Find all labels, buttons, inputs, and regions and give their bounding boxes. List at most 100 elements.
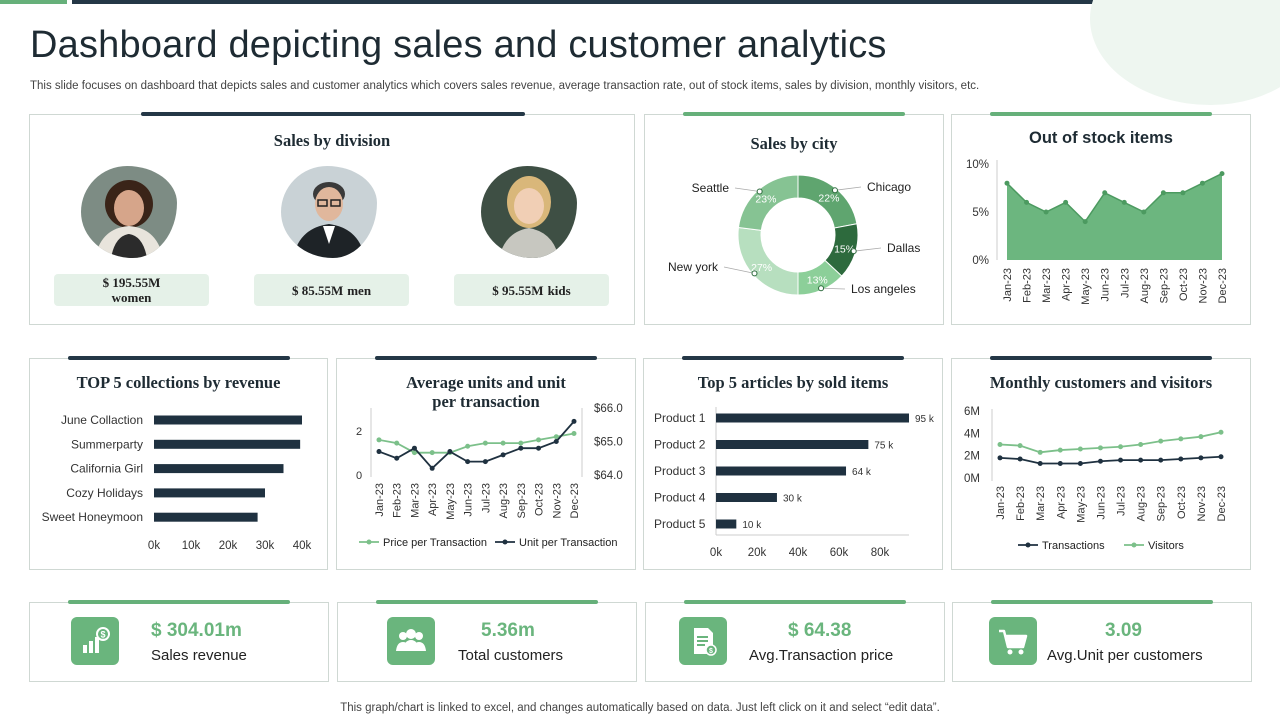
legend-label: Price per Transaction (383, 537, 487, 549)
donut-leader-line (821, 287, 846, 290)
x-tick-label: 0k (710, 547, 722, 559)
panel-accent (991, 600, 1213, 604)
series-point (482, 440, 488, 446)
bar-value-label: 75 k (874, 441, 894, 452)
bar-category-label: June Collaction (61, 413, 143, 427)
series-line-transactions (999, 455, 1222, 465)
panel-top-articles: Top 5 articles by sold items Product 1 95… (643, 356, 943, 570)
series-point (411, 450, 417, 456)
panel-title-top-articles: Top 5 articles by sold items (697, 373, 889, 392)
x-tick-label: 40k (293, 540, 312, 552)
bar-category-label: California Girl (70, 462, 143, 476)
series-point (1138, 457, 1144, 463)
x-tick-label: Aug-23 (1139, 268, 1151, 303)
series-point (553, 434, 559, 440)
x-tick-label: May-23 (1075, 486, 1087, 523)
series-point (553, 439, 559, 444)
panel-accent (375, 356, 597, 360)
x-tick-label: 60k (830, 547, 849, 559)
kpi-value: 3.09 (1105, 620, 1142, 641)
avg-units-line-chart: 0 2 $64.0 $65.0 $66.0 Jan-23 Feb-23 Mar-23 Apr-2… (356, 403, 623, 549)
page-subtitle: This slide focuses on dashboard that dep… (30, 80, 980, 92)
bar-mark (154, 512, 258, 522)
kpi-value: $ 304.01m (151, 620, 242, 641)
x-tick-label: Nov-23 (1197, 268, 1209, 303)
series-point (429, 465, 435, 471)
x-tick-label: Dec-23 (1216, 486, 1228, 521)
invoice-icon: $ (679, 617, 727, 665)
x-tick-label: Jul-23 (1119, 268, 1131, 298)
y-tick-right-label: $64.0 (594, 470, 623, 482)
series-point (1158, 457, 1164, 463)
bar-mark (716, 519, 737, 529)
top-collections-bar-chart: June Collaction Summerparty California Gir… (42, 413, 312, 552)
donut-city-label: Dallas (887, 241, 920, 255)
monthly-visitors-line-chart: 0M 2M 4M 6M Jan-23 Feb-23 Mar-23 Apr-23 May-23 Ju… (964, 406, 1228, 552)
area-point (1121, 199, 1127, 205)
x-tick-label: Dec-23 (1217, 268, 1229, 303)
donut-leader-dot (850, 248, 857, 255)
panel-title-top-collections: TOP 5 collections by revenue (76, 373, 281, 392)
area-point (1180, 190, 1186, 196)
bar-mark (716, 493, 777, 502)
area-fill (1007, 173, 1222, 260)
legend-label: Transactions (1042, 540, 1105, 552)
panel-sales-by-city: Sales by city 22% Chicago 15% Dallas 13% Los … (644, 112, 944, 325)
x-tick-label: Jul-23 (480, 483, 492, 513)
y-tick-label: 0% (972, 255, 989, 267)
panel-title-avg-units: Average units and unit per transaction (337, 373, 635, 411)
x-tick-label: Sep-23 (1156, 486, 1168, 521)
panel-avg-units: Average units and unit per transaction 0… (336, 356, 636, 570)
legend-swatch-dot (366, 539, 372, 545)
x-tick-label: Feb-23 (392, 483, 404, 518)
series-point (518, 445, 524, 451)
series-point (997, 442, 1003, 447)
donut-slice-seattle (737, 174, 799, 231)
women-photo (81, 166, 177, 258)
svg-text:$: $ (709, 648, 713, 655)
series-point (1178, 436, 1184, 442)
area-point (1219, 171, 1225, 177)
kpi-label: Total customers (458, 647, 564, 664)
x-tick-label: Oct-23 (534, 483, 546, 516)
area-point (1004, 180, 1010, 186)
kpi-value: 5.36m (481, 620, 535, 641)
shopping-cart-icon (989, 617, 1037, 665)
x-tick-label: 10k (182, 540, 201, 552)
x-tick-label: Apr-23 (1055, 486, 1067, 519)
series-point (1077, 446, 1083, 452)
x-tick-label: 40k (789, 547, 808, 559)
series-point (482, 459, 488, 465)
bar-category-label: Cozy Holidays (66, 486, 143, 500)
x-tick-label: Nov-23 (551, 483, 563, 518)
area-point (1199, 180, 1205, 186)
panel-out-of-stock: Out of stock items 0% 5% 10% Jan-23 Feb-23 Ma… (951, 112, 1251, 325)
bar-category-label: Summerparty (71, 437, 143, 451)
series-line-visitors (999, 431, 1222, 454)
x-tick-label: Mar-23 (1035, 486, 1047, 521)
svg-text:$: $ (100, 630, 105, 640)
panel-accent (683, 112, 905, 116)
panel-accent (68, 600, 290, 604)
series-point (1218, 454, 1224, 460)
y-tick-label: 5% (972, 207, 989, 219)
panel-monthly-visitors: Monthly customers and visitors 0M 2M 4M 6M J… (951, 356, 1251, 570)
panel-top-collections: TOP 5 collections by revenue June Collac… (29, 356, 328, 570)
x-tick-label: Jul-23 (1116, 486, 1128, 516)
y-tick-label: 6M (964, 406, 980, 418)
x-tick-label: Jan-23 (1002, 268, 1014, 302)
users-group-icon (387, 617, 435, 665)
series-point (429, 450, 435, 456)
x-tick-label: Feb-23 (1022, 268, 1034, 303)
bar-mark (716, 413, 909, 423)
bar-category-label: Product 2 (654, 438, 706, 452)
division-men-label: men (347, 282, 372, 298)
panel-accent (990, 356, 1212, 360)
y-tick-right-label: $65.0 (594, 437, 623, 449)
series-point (1218, 429, 1224, 435)
x-tick-label: 30k (256, 540, 275, 552)
series-point (1198, 434, 1204, 440)
series-point (1158, 438, 1164, 444)
panel-accent (682, 356, 904, 360)
kpi-label: Sales revenue (151, 647, 247, 664)
